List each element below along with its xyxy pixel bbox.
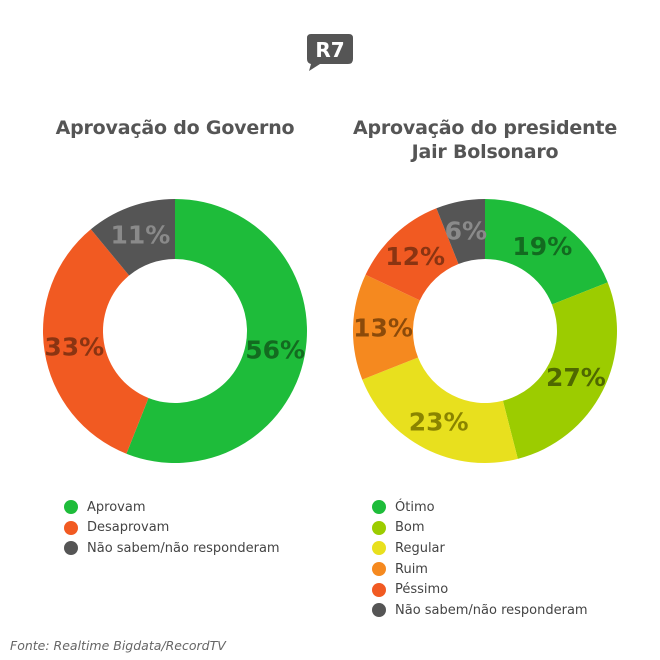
legend-dot-icon — [372, 603, 386, 618]
slice-label-regular: 23% — [409, 407, 469, 436]
legend-governo: Aprovam Desaprovam Não sabem/não responder… — [64, 497, 280, 559]
slice-label-bom: 27% — [546, 363, 606, 392]
legend-item-bom: Bom — [372, 518, 588, 539]
slice-otimo — [485, 199, 608, 305]
legend-item-otimo: Ótimo — [372, 497, 588, 518]
legend-dot-icon — [372, 582, 386, 597]
slice-label-pessimo: 12% — [385, 242, 445, 271]
legend-label: Bom — [395, 520, 425, 536]
slice-label-aprovam: 56% — [245, 336, 305, 365]
legend-dot-icon — [64, 500, 78, 515]
legend-dot-icon — [372, 520, 386, 535]
chart-title-presidente: Aprovação do presidente Jair Bolsonaro — [330, 116, 640, 164]
chart-title-line-1: Aprovação do presidente — [352, 117, 618, 139]
legend-dot-icon — [64, 520, 78, 535]
slice-nao-sabem-nao-responderam — [436, 199, 485, 265]
logo-text: R7 — [315, 38, 344, 62]
slice-desaprovam — [42, 229, 149, 454]
donut-chart-governo: 56% 33% 11% — [42, 199, 308, 463]
legend-item-regular: Regular — [372, 538, 588, 559]
slice-label-desaprovam: 33% — [44, 332, 104, 361]
legend-presidente: Ótimo Bom Regular Ruim Péssimo Não sabem/não … — [372, 497, 588, 621]
legend-item-nao-sabem-nao-responderam: Não sabem/não responderam — [372, 600, 588, 621]
logo-badge — [307, 34, 353, 71]
legend-label: Ótimo — [395, 499, 435, 515]
slice-ruim — [353, 274, 420, 380]
slice-label-nao-sabem-nao-responderam: 6% — [445, 216, 487, 245]
legend-dot-icon — [64, 541, 78, 556]
legend-item-pessimo: Péssimo — [372, 579, 588, 600]
legend-label: Regular — [395, 540, 445, 556]
r7-logo: R7 — [307, 34, 353, 71]
legend-item-aprovam: Aprovam — [64, 497, 280, 518]
legend-label: Aprovam — [87, 499, 146, 515]
legend-label: Péssimo — [395, 582, 449, 598]
slice-aprovam — [126, 199, 308, 463]
slice-bom — [502, 282, 617, 459]
legend-item-desaprovam: Desaprovam — [64, 518, 280, 539]
chart-title-line-2: Jair Bolsonaro — [411, 141, 559, 163]
slice-label-ruim: 13% — [353, 313, 413, 342]
legend-item-nao-sabem-nao-responderam: Não sabem/não responderam — [64, 538, 280, 559]
slice-nao-sabem-nao-responderam — [90, 199, 175, 276]
legend-label: Não sabem/não responderam — [395, 602, 588, 618]
legend-label: Não sabem/não responderam — [87, 540, 280, 556]
slice-regular — [362, 357, 518, 463]
legend-dot-icon — [372, 541, 386, 556]
legend-dot-icon — [372, 562, 386, 577]
legend-label: Desaprovam — [87, 520, 170, 536]
slice-label-otimo: 19% — [512, 232, 572, 261]
slice-pessimo — [365, 208, 459, 301]
source-note: Fonte: Realtime Bigdata/RecordTV — [10, 638, 226, 653]
slice-label-nao-sabem-nao-responderam: 11% — [111, 221, 171, 250]
legend-dot-icon — [372, 500, 386, 515]
legend-item-ruim: Ruim — [372, 559, 588, 580]
legend-label: Ruim — [395, 561, 428, 577]
donut-chart-presidente: 19% 27% 23% 13% 12%6% — [353, 199, 617, 463]
chart-title-governo: Aprovação do Governo — [55, 117, 295, 139]
